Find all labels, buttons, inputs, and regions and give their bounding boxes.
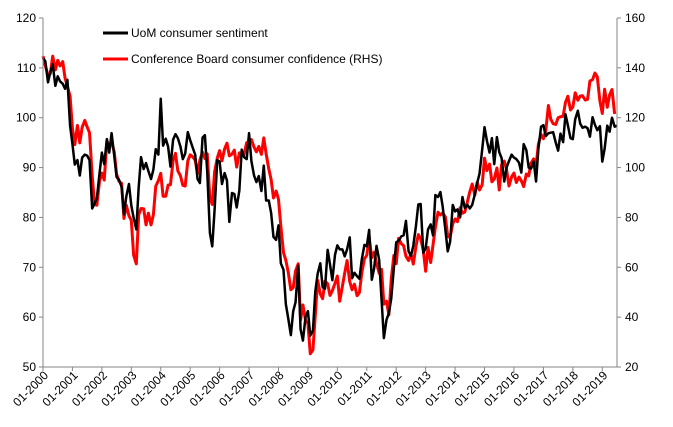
- left-axis: 50 60 70 80 90 100 110 120: [16, 11, 44, 374]
- legend-label: Conference Board consumer confidence (RH…: [131, 52, 382, 66]
- left-tick-label: 90: [23, 161, 37, 175]
- series-line-conference-board: [41, 54, 617, 356]
- left-tick-label: 70: [23, 260, 37, 274]
- left-tick-label: 120: [16, 11, 36, 25]
- series-line-uom: [41, 57, 618, 342]
- right-axis: 20 40 60 80 100 120 140 160: [616, 11, 645, 374]
- left-tick-label: 80: [23, 210, 37, 224]
- right-tick-label: 40: [625, 310, 639, 324]
- right-tick-label: 80: [625, 210, 639, 224]
- x-axis: 01-200001-200101-200201-200301-200401-20…: [10, 366, 617, 409]
- left-tick-label: 100: [16, 111, 36, 125]
- left-tick-label: 60: [23, 310, 37, 324]
- right-tick-label: 160: [625, 11, 645, 25]
- legend: UoM consumer sentiment Conference Board c…: [103, 26, 382, 66]
- right-tick-label: 60: [625, 260, 639, 274]
- left-tick-label: 110: [17, 61, 36, 75]
- right-tick-label: 20: [625, 360, 639, 374]
- right-tick-label: 120: [625, 111, 645, 125]
- right-tick-label: 100: [625, 161, 645, 175]
- right-tick-label: 140: [625, 61, 645, 75]
- plot-area: [41, 54, 618, 356]
- legend-label: UoM consumer sentiment: [131, 26, 268, 40]
- left-tick-label: 50: [23, 360, 37, 374]
